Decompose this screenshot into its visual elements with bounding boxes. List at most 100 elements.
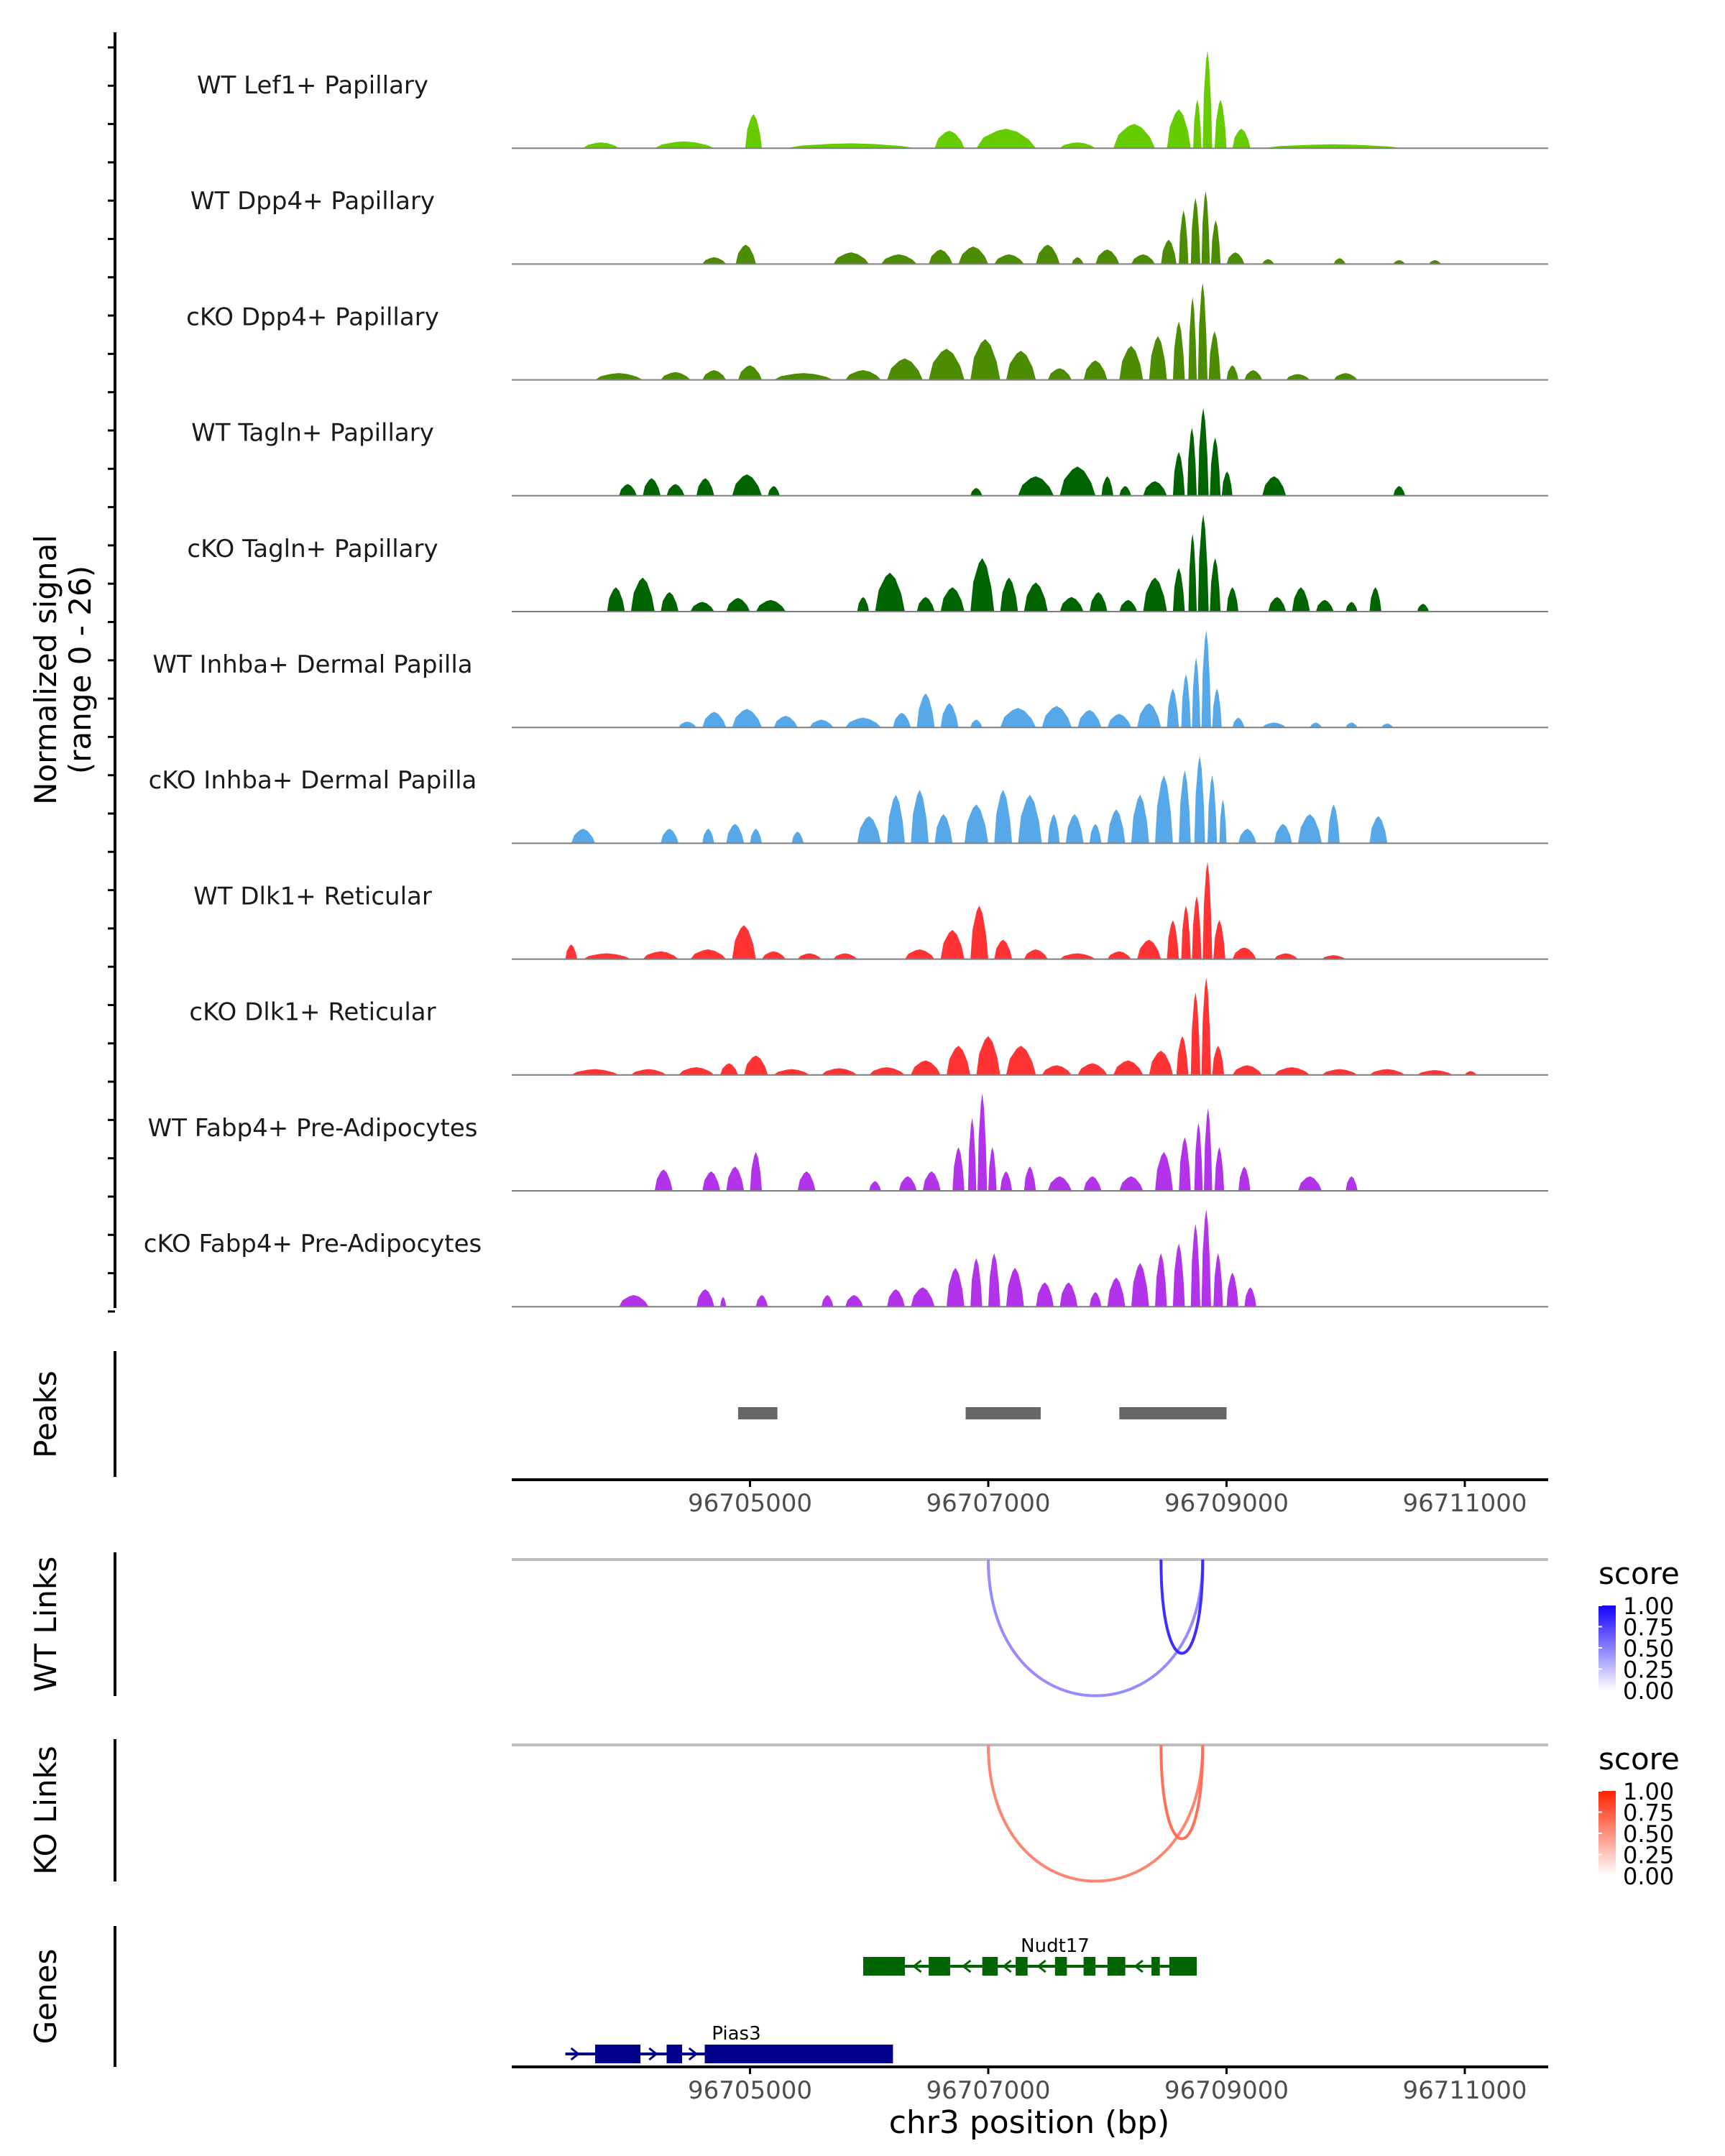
coverage-peak [970,487,983,496]
coverage-track: cKO Tagln+ Papillary [187,514,1548,612]
coverage-peak [1059,596,1084,612]
coverage-track-label: WT Tagln+ Papillary [191,419,434,448]
coverage-peak [1137,939,1162,959]
coverage-peak [1172,321,1185,380]
coverage-peak [880,254,917,264]
strand-arrow [648,2047,658,2061]
coverage-peak [809,719,834,728]
coverage-peak [946,1046,971,1075]
coverage-peak [911,789,929,844]
coverage-peak [934,130,965,149]
coverage-peak [1143,481,1167,496]
coverage-peak [690,949,727,959]
coverage-peak [1328,804,1340,844]
coverage-peak [1292,587,1310,612]
coverage-peak [1089,824,1102,844]
coverage-peak [1262,476,1287,496]
ko-legend-title: score [1598,1741,1680,1777]
gene-exon [1016,1957,1028,1976]
coverage-peak [1047,1176,1072,1191]
coverage-peak [1155,1253,1167,1307]
coverage-peak [1018,476,1054,496]
coverage-peak [654,1169,673,1191]
coverage-peak [1274,824,1292,844]
legend-tick-label: 1.00 [1623,1778,1674,1805]
gene-exon [862,1957,905,1976]
coverage-peak [833,252,870,264]
coverage-panel: Normalized signal (range 0 - 26) WT Lef1… [28,32,1548,1313]
coverage-peak [1024,582,1048,612]
coverage-peak [702,370,727,380]
coverage-peak [1137,703,1162,728]
coverage-peak [1310,722,1322,728]
coverage-peak [1065,814,1084,844]
coverage-peak [1232,1065,1263,1075]
coverage-peak [720,1063,738,1075]
coverage-track-label: cKO Inhba+ Dermal Papilla [149,766,477,795]
coverage-peak [1059,142,1096,149]
coverage-peak [1210,558,1221,612]
coverage-peak [1119,599,1138,612]
coverage-peak [934,814,953,844]
peak-region [1119,1407,1227,1419]
coverage-peak [678,1067,714,1075]
coverage-peak [1210,437,1221,496]
wt-legend-ticks: 1.000.750.500.250.00 [1598,1593,1674,1705]
coverage-peak [916,596,935,612]
coverage-peak [845,1294,863,1307]
coverage-peak [786,143,917,149]
coverage-peak [1190,992,1201,1075]
coverage-peak [1274,1067,1310,1075]
coverage-ylabel-line1: Normalized signal [28,535,63,805]
coverage-peak [1077,709,1102,728]
coverage-peak [666,484,685,496]
coverage-peak [1107,809,1126,844]
coverage-peak [1244,1287,1256,1307]
coverage-track: WT Tagln+ Papillary [191,407,1548,497]
coverage-peak [732,709,763,728]
coverage-peak [1333,373,1358,380]
coverage-peak [726,824,745,844]
coverage-peak [1214,1147,1225,1191]
coverage-track-label: cKO Tagln+ Papillary [187,535,438,563]
coverage-peak [1346,1176,1358,1191]
x-tick-label: 96711000 [1402,2076,1527,2105]
legend-tick-label: 0.75 [1623,1800,1674,1827]
coverage-peak [1381,723,1394,728]
gene-model: Nudt17 [862,1935,1197,1976]
coverage-peak [1194,755,1205,844]
coverage-peak [1113,124,1156,149]
coverage-track-label: WT Dpp4+ Papillary [190,187,435,216]
x-tick-label: 96705000 [688,2076,812,2105]
ko-link-arcs [986,1744,1205,1883]
gene-exon [982,1957,998,1976]
coverage-peak [571,1069,620,1075]
coverage-peak [702,711,727,728]
coverage-peak [737,365,763,380]
coverage-peak [976,129,1036,149]
coverage-peak [1197,282,1208,380]
gene-exon [666,2045,683,2063]
legend-tick-label: 1.00 [1623,1593,1674,1620]
coverage-peak [607,587,625,612]
coverage-peak [952,1147,965,1191]
coverage-peak [988,1253,1000,1307]
coverage-peak [1238,829,1256,844]
strand-arrow [961,1959,972,1973]
coverage-peak [1188,297,1197,380]
coverage-peak [1036,244,1060,264]
coverage-peak [1232,129,1251,149]
x-tick-label: 96709000 [1164,2076,1289,2105]
x-tick-label: 96707000 [926,1489,1050,1518]
coverage-peak [1322,955,1346,959]
coverage-peak [887,1289,905,1307]
coverage-peak [1238,1166,1251,1191]
coverage-peak [583,142,620,149]
peak-region [737,1407,778,1419]
coverage-peak [565,944,578,959]
coverage-peak [1322,1069,1358,1075]
coverage-peak [1077,1063,1108,1075]
wt-links-label: WT Links [28,1557,63,1692]
coverage-peak [1072,257,1084,264]
coverage-peak [929,349,965,380]
